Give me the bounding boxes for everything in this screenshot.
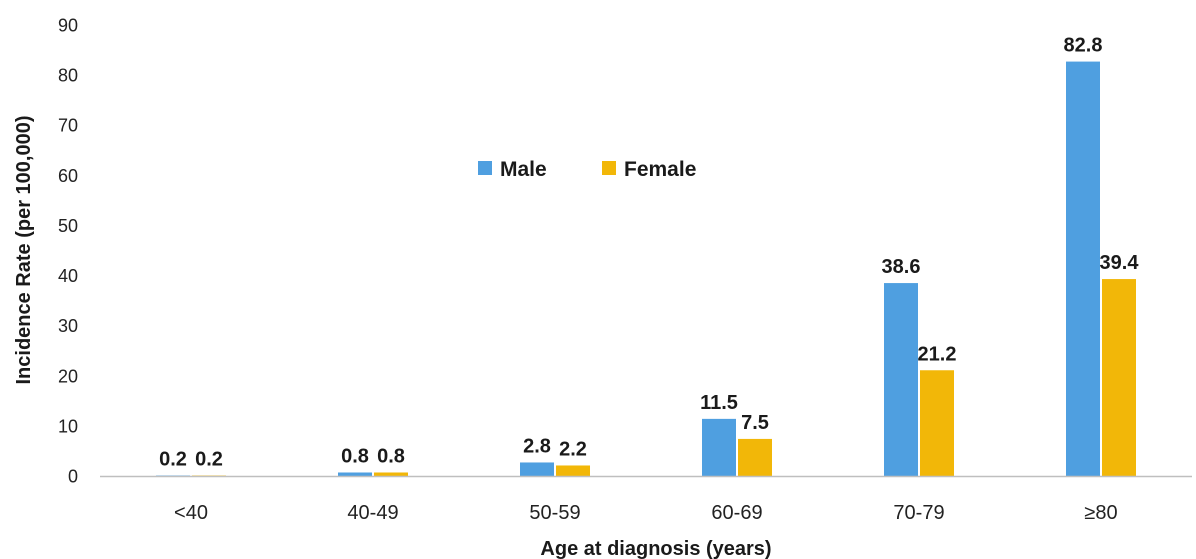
data-label-male-1: 0.8 xyxy=(341,445,369,467)
x-axis-title: Age at diagnosis (years) xyxy=(540,538,771,559)
y-tick-label-1: 10 xyxy=(58,416,78,436)
bar-female-4 xyxy=(920,370,954,477)
bars xyxy=(156,61,1136,477)
bar-male-1 xyxy=(338,472,372,477)
y-tick-label-8: 80 xyxy=(58,66,78,86)
x-category-label-0: <40 xyxy=(174,502,208,524)
bar-male-3 xyxy=(702,418,736,477)
x-category-label-4: 70-79 xyxy=(893,502,944,524)
x-category-label-1: 40-49 xyxy=(347,502,398,524)
data-label-male-0: 0.2 xyxy=(159,448,187,470)
legend-label-female: Female xyxy=(624,158,696,181)
data-label-male-5: 82.8 xyxy=(1064,35,1103,57)
y-tick-label-2: 20 xyxy=(58,366,78,386)
data-label-female-3: 7.5 xyxy=(741,412,769,434)
y-tick-label-3: 30 xyxy=(58,316,78,336)
legend-label-male: Male xyxy=(500,158,547,181)
x-category-label-3: 60-69 xyxy=(711,502,762,524)
legend-swatch-female xyxy=(602,161,616,175)
bar-male-4 xyxy=(884,283,918,477)
bar-female-5 xyxy=(1102,279,1136,477)
bar-male-2 xyxy=(520,462,554,477)
bar-female-3 xyxy=(738,438,772,477)
bar-male-5 xyxy=(1066,61,1100,477)
data-label-male-3: 11.5 xyxy=(700,392,738,414)
data-label-female-0: 0.2 xyxy=(195,448,223,470)
y-tick-label-5: 50 xyxy=(58,216,78,236)
data-label-male-2: 2.8 xyxy=(523,435,551,457)
y-tick-label-0: 0 xyxy=(68,467,78,487)
y-tick-label-9: 90 xyxy=(58,16,78,36)
y-axis-ticks: 0 10 20 30 40 50 60 70 80 90 xyxy=(58,16,78,487)
y-tick-label-6: 60 xyxy=(58,166,78,186)
bar-female-2 xyxy=(556,465,590,477)
y-tick-label-7: 70 xyxy=(58,116,78,136)
data-label-female-2: 2.2 xyxy=(559,438,587,460)
x-axis-categories: <40 40-49 50-59 60-69 70-79 ≥80 xyxy=(174,502,1118,524)
data-label-female-4: 21.2 xyxy=(918,343,957,365)
data-label-female-5: 39.4 xyxy=(1100,252,1140,274)
data-label-male-4: 38.6 xyxy=(882,256,921,278)
legend-swatch-male xyxy=(478,161,492,175)
legend: Male Female xyxy=(478,158,696,181)
bar-female-1 xyxy=(374,472,408,477)
data-labels: 0.2 0.2 0.8 0.8 2.8 2.2 11.57.5 38.6 21.2 82.8 39.… xyxy=(159,35,1139,471)
data-label-female-1: 0.8 xyxy=(377,445,405,467)
y-tick-label-4: 40 xyxy=(58,266,78,286)
x-category-label-5: ≥80 xyxy=(1084,502,1117,524)
x-category-label-2: 50-59 xyxy=(529,502,580,524)
y-axis-title: Incidence Rate (per 100,000) xyxy=(13,115,35,384)
